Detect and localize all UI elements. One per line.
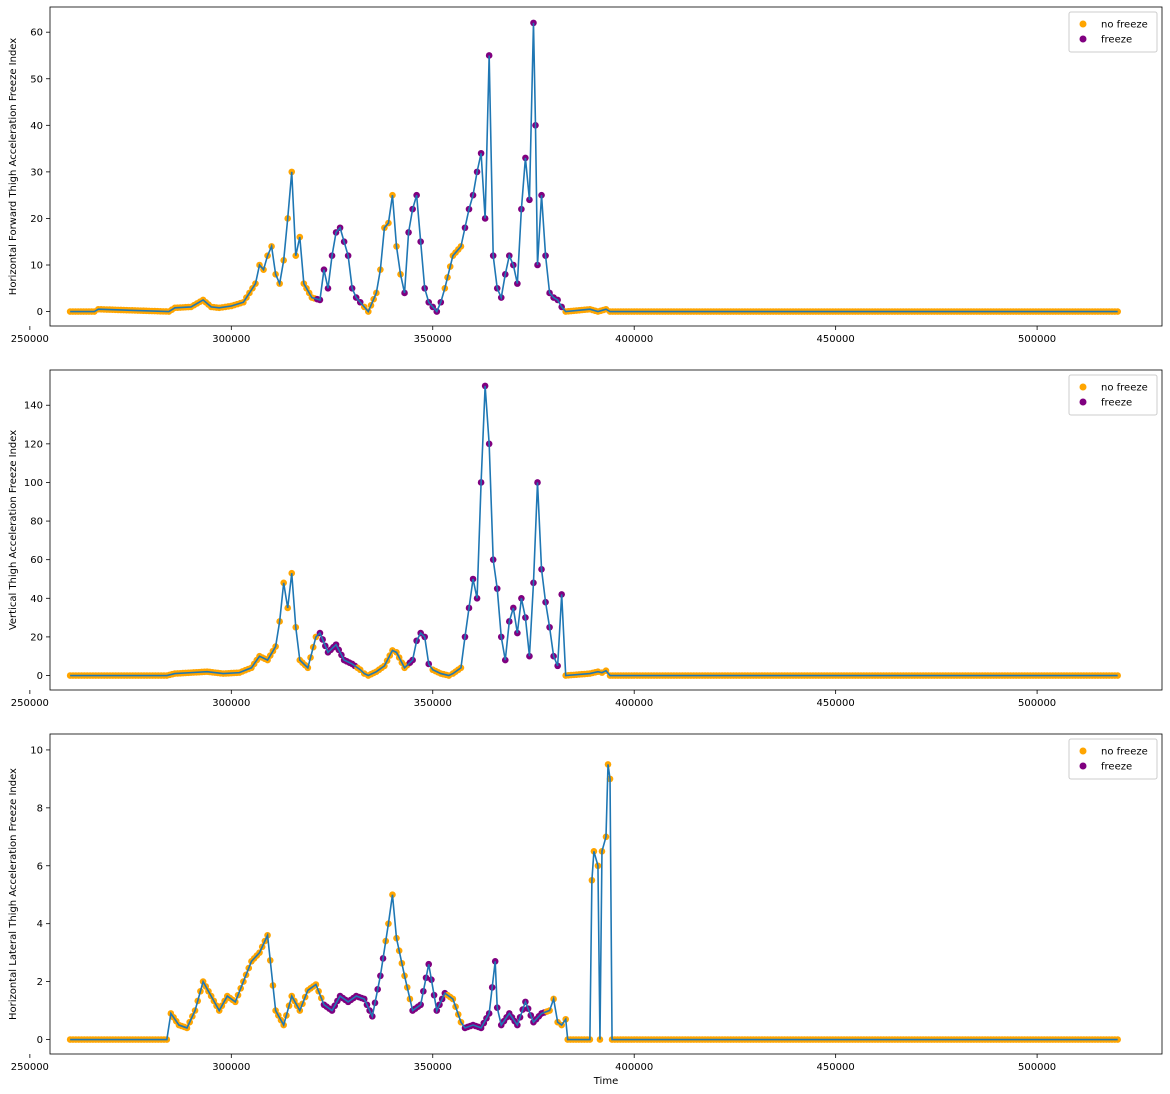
y-axis-label: Horizontal Forward Thigh Acceleration Fr… xyxy=(8,38,19,295)
x-tick-label: 500000 xyxy=(1018,698,1056,709)
x-tick-label: 300000 xyxy=(212,334,250,345)
x-tick-label: 350000 xyxy=(414,334,452,345)
series-line xyxy=(70,22,1118,314)
series-line xyxy=(70,385,1118,677)
legend-label: no freeze xyxy=(1101,383,1148,394)
chart-2: 250000 300000 350000 400000 450000 500000 0 20 4… xyxy=(8,369,1163,709)
legend-marker-freeze xyxy=(1079,35,1087,43)
plot-area xyxy=(66,19,1121,315)
x-tick-label: 300000 xyxy=(212,698,250,709)
legend-box xyxy=(1068,738,1158,780)
y-tick-label: 120 xyxy=(24,439,43,450)
series-line xyxy=(70,764,1118,1041)
y-tick-label: 60 xyxy=(30,28,43,39)
axes-frame xyxy=(49,6,1163,327)
x-tick-label: 500000 xyxy=(1018,1062,1056,1073)
y-axis-label: Horizontal Lateral Thigh Acceleration Fr… xyxy=(8,768,19,1020)
y-tick-label: 0 xyxy=(37,671,43,682)
x-axis-label: Time xyxy=(593,1076,618,1087)
axes-frame xyxy=(49,369,1163,691)
y-tick-label: 140 xyxy=(24,401,43,412)
y-tick-label: 100 xyxy=(24,478,43,489)
legend-marker-no-freeze xyxy=(1079,383,1087,391)
y-tick-label: 50 xyxy=(30,74,43,85)
y-tick-label: 4 xyxy=(37,919,43,930)
x-tick-label: 450000 xyxy=(817,1062,855,1073)
y-tick-label: 0 xyxy=(37,1035,43,1046)
x-tick-label: 450000 xyxy=(817,698,855,709)
legend-label: freeze xyxy=(1101,398,1132,409)
y-axis-label: Vertical Thigh Acceleration Freeze Index xyxy=(8,430,19,630)
y-tick-label: 10 xyxy=(30,261,43,272)
y-tick-label: 2 xyxy=(37,977,43,988)
legend-label: no freeze xyxy=(1101,20,1148,31)
legend-label: freeze xyxy=(1101,762,1132,773)
x-tick-label: 250000 xyxy=(11,698,49,709)
legend-marker-freeze xyxy=(1079,762,1087,770)
legend-marker-freeze xyxy=(1079,398,1087,406)
y-tick-label: 40 xyxy=(30,121,43,132)
x-tick-label: 450000 xyxy=(817,334,855,345)
plot-area xyxy=(66,761,1121,1043)
y-tick-label: 10 xyxy=(30,745,43,756)
x-tick-label: 350000 xyxy=(414,1062,452,1073)
x-tick-label: 400000 xyxy=(615,334,653,345)
chart-3: 250000 300000 350000 400000 450000 500000 0 2 4 6… xyxy=(8,733,1163,1087)
legend-marker-no-freeze xyxy=(1079,20,1087,28)
legend-label: no freeze xyxy=(1101,747,1148,758)
y-tick-label: 0 xyxy=(37,307,43,318)
y-tick-label: 80 xyxy=(30,517,43,528)
y-tick-label: 6 xyxy=(37,861,43,872)
chart-1: 250000 300000 350000 400000 450000 500000 0 10 2… xyxy=(8,6,1163,345)
y-tick-label: 40 xyxy=(30,594,43,605)
axes-frame xyxy=(49,733,1163,1055)
legend: no freeze freeze xyxy=(1068,374,1158,416)
x-tick-label: 350000 xyxy=(414,698,452,709)
legend-marker-no-freeze xyxy=(1079,747,1087,755)
y-tick-label: 8 xyxy=(37,803,43,814)
legend-box xyxy=(1068,11,1158,53)
y-tick-label: 30 xyxy=(30,167,43,178)
legend: no freeze freeze xyxy=(1068,738,1158,780)
legend-label: freeze xyxy=(1101,35,1132,46)
x-tick-label: 500000 xyxy=(1018,334,1056,345)
legend: no freeze freeze xyxy=(1068,11,1158,53)
y-tick-label: 60 xyxy=(30,555,43,566)
x-tick-label: 300000 xyxy=(212,1062,250,1073)
plot-area xyxy=(66,382,1121,679)
y-tick-label: 20 xyxy=(30,632,43,643)
x-tick-label: 400000 xyxy=(615,1062,653,1073)
x-tick-label: 250000 xyxy=(11,1062,49,1073)
legend-box xyxy=(1068,374,1158,416)
y-tick-label: 20 xyxy=(30,214,43,225)
x-tick-label: 400000 xyxy=(615,698,653,709)
x-tick-label: 250000 xyxy=(11,334,49,345)
